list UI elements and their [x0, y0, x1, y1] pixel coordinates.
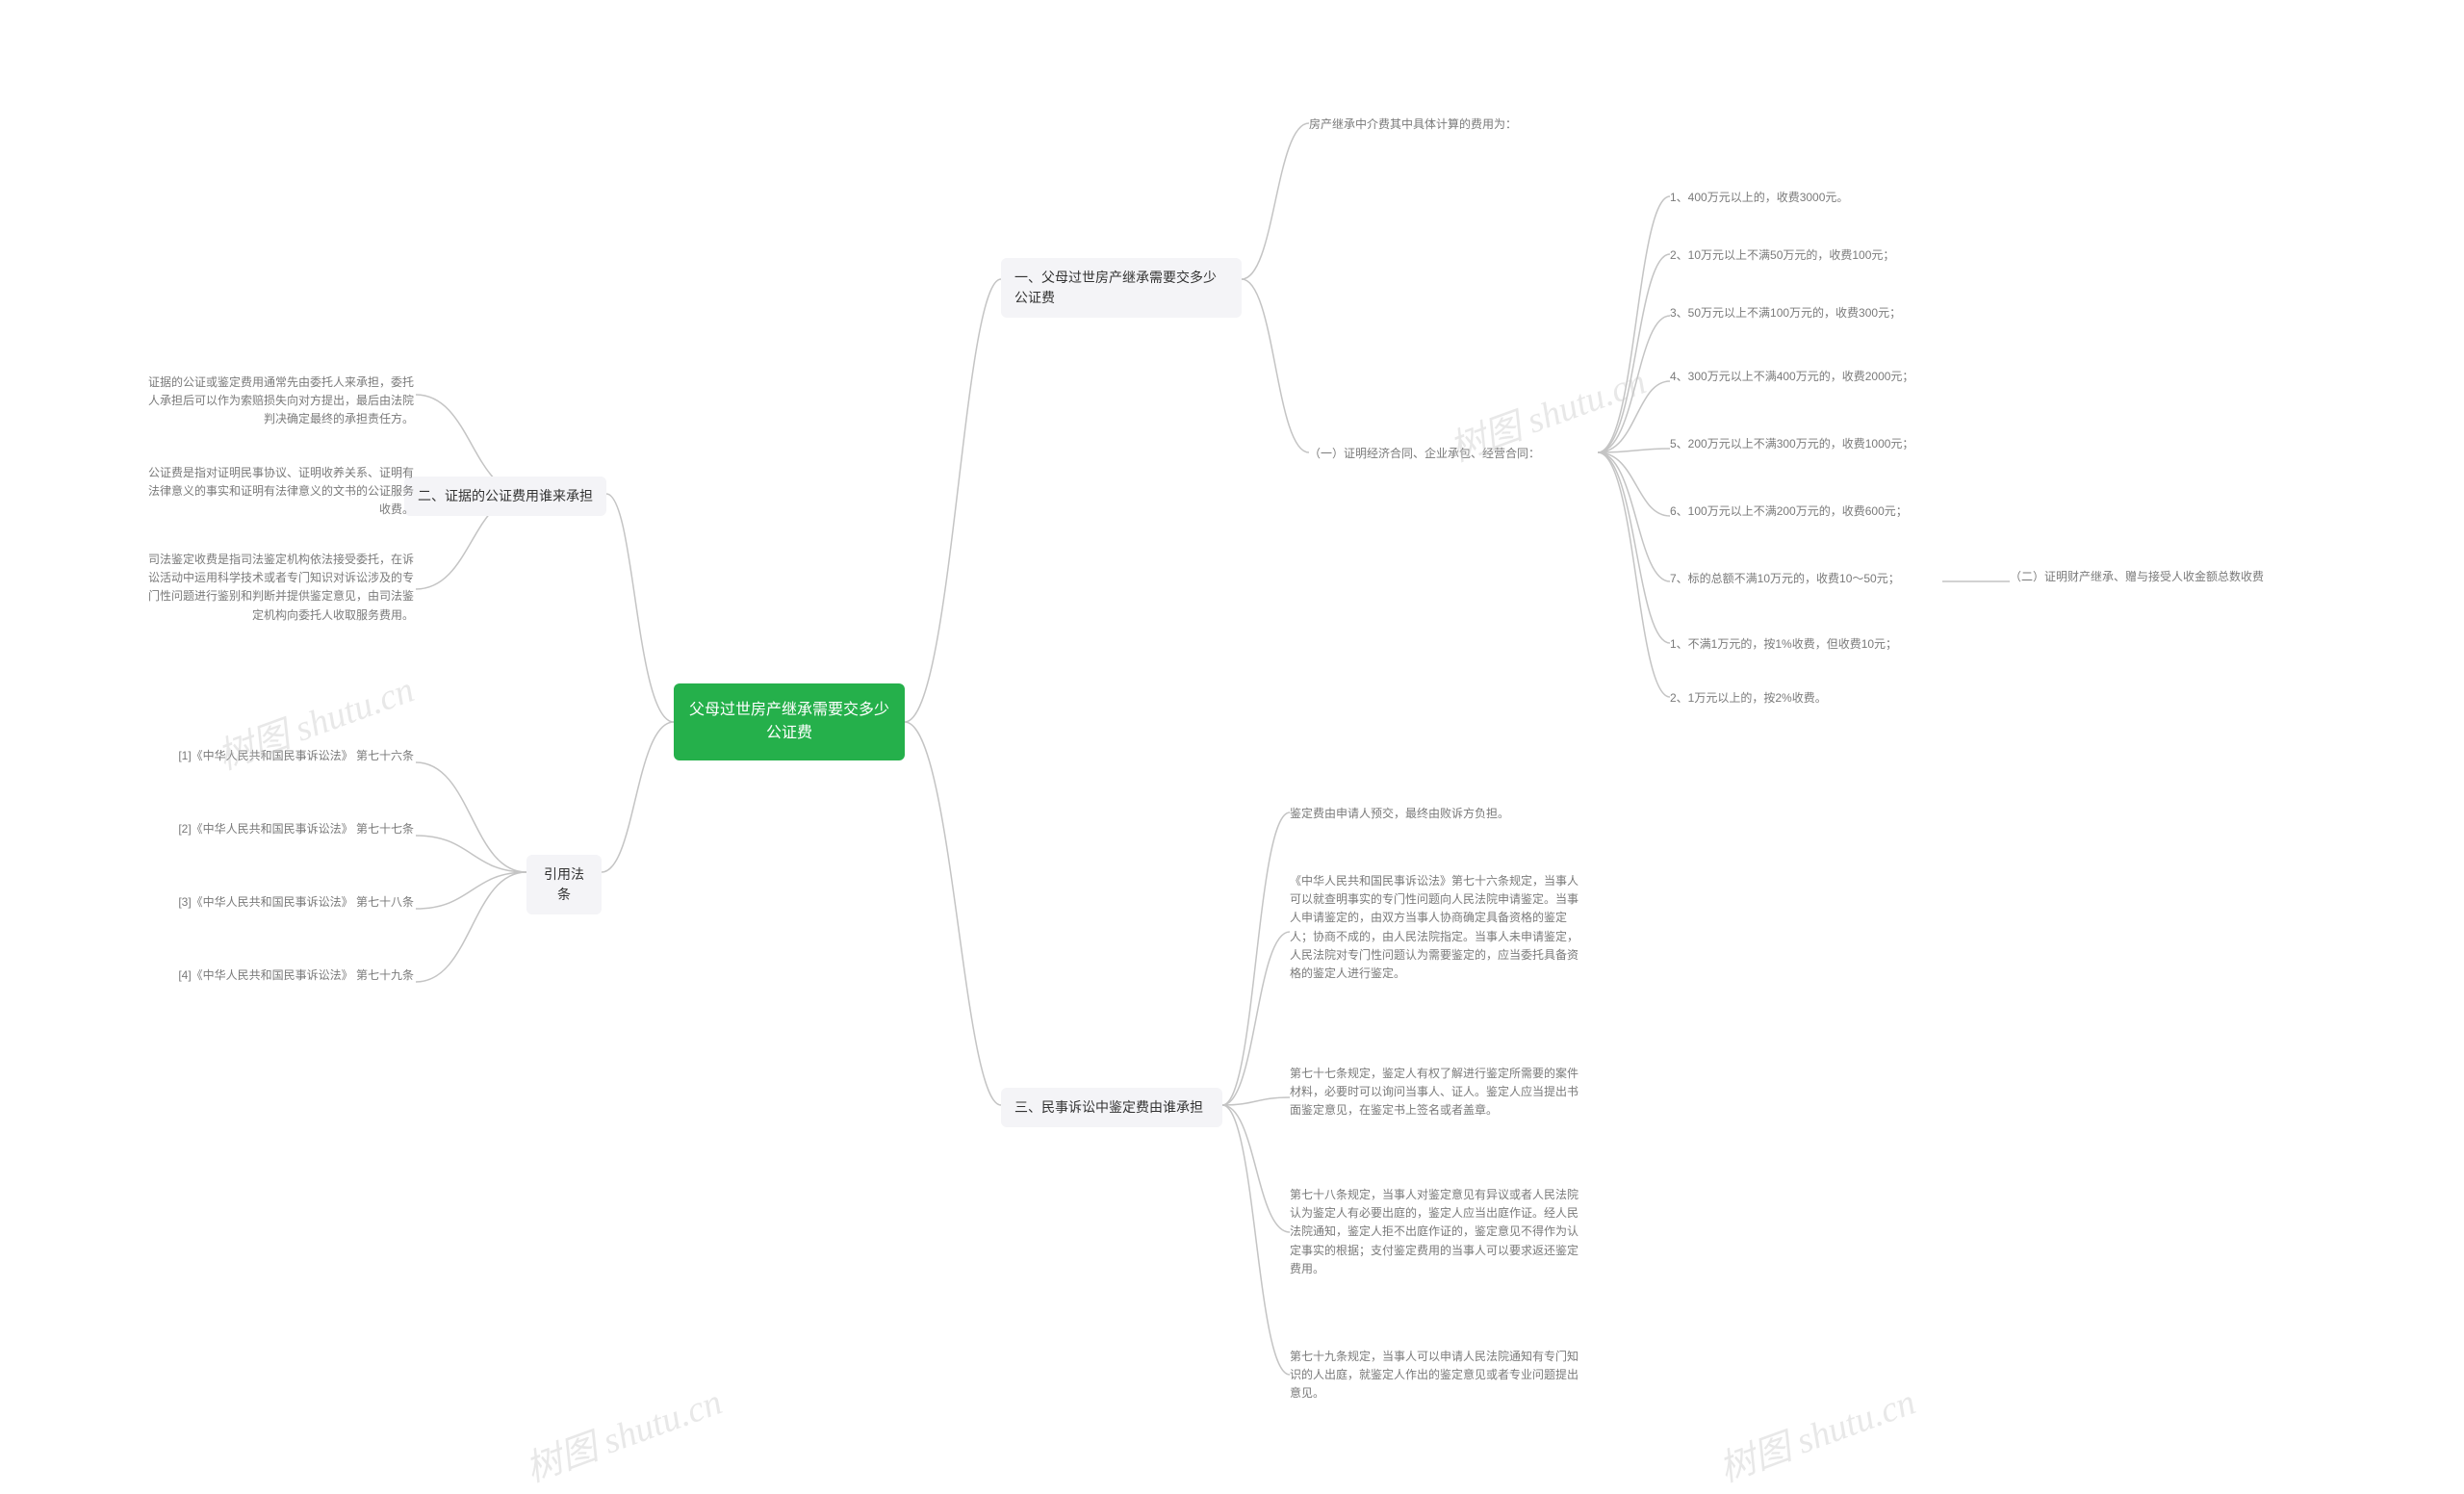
leaf-b4a: 鉴定费由申请人预交，最终由败诉方负担。: [1290, 805, 1578, 823]
leaf-b1c2: 2、10万元以上不满50万元的，收费100元；: [1670, 246, 1959, 265]
mindmap-container: 树图 shutu.cn 树图 shutu.cn 树图 shutu.cn 树图 s…: [0, 0, 2464, 1494]
leaf-b2a: 证据的公证或鉴定费用通常先由委托人来承担，委托人承担后可以作为索赔损失向对方提出…: [144, 374, 414, 429]
watermark: 树图 shutu.cn: [517, 1372, 728, 1492]
leaf-b4c: 第七十七条规定，鉴定人有权了解进行鉴定所需要的案件材料，必要时可以询问当事人、证…: [1290, 1065, 1578, 1120]
leaf-b1c1: 1、400万元以上的，收费3000元。: [1670, 189, 1959, 207]
leaf-b2c: 司法鉴定收费是指司法鉴定机构依法接受委托，在诉讼活动中运用科学技术或者专门知识对…: [144, 551, 414, 625]
branch-4: 三、民事诉讼中鉴定费由谁承担: [1001, 1088, 1222, 1127]
branch-1: 一、父母过世房产继承需要交多少公证费: [1001, 258, 1242, 318]
leaf-b1c5: 5、200万元以上不满300万元的，收费1000元；: [1670, 435, 1959, 453]
leaf-b1c4: 4、300万元以上不满400万元的，收费2000元；: [1670, 368, 1959, 386]
branch-3: 引用法条: [526, 855, 602, 914]
leaf-b1b: （一）证明经济合同、企业承包、经营合同：: [1309, 445, 1598, 463]
leaf-b1c7: 7、标的总额不满10万元的，收费10～50元；: [1670, 570, 1939, 588]
leaf-b1d: （二）证明财产继承、赠与接受人收金额总数收费: [2010, 568, 2298, 586]
leaf-b1c9: 2、1万元以上的，按2%收费。: [1670, 689, 1959, 708]
watermark: 树图 shutu.cn: [1710, 1372, 1921, 1492]
leaf-b4d: 第七十八条规定，当事人对鉴定意见有异议或者人民法院认为鉴定人有必要出庭的，鉴定人…: [1290, 1186, 1578, 1278]
leaf-b2b: 公证费是指对证明民事协议、证明收养关系、证明有法律意义的事实和证明有法律意义的文…: [144, 464, 414, 520]
branch-2: 二、证据的公证费用谁来承担: [404, 477, 606, 516]
leaf-b3a: [1]《中华人民共和国民事诉讼法》 第七十六条: [154, 747, 414, 765]
leaf-b1a: 房产继承中介费其中具体计算的费用为：: [1309, 116, 1598, 134]
center-node: 父母过世房产继承需要交多少公证费: [674, 683, 905, 760]
leaf-b1c8: 1、不满1万元的，按1%收费，但收费10元；: [1670, 635, 1959, 654]
leaf-b3c: [3]《中华人民共和国民事诉讼法》 第七十八条: [154, 893, 414, 912]
leaf-b4e: 第七十九条规定，当事人可以申请人民法院通知有专门知识的人出庭，就鉴定人作出的鉴定…: [1290, 1348, 1578, 1404]
leaf-b3d: [4]《中华人民共和国民事诉讼法》 第七十九条: [154, 966, 414, 985]
leaf-b1c6: 6、100万元以上不满200万元的，收费600元；: [1670, 502, 1959, 521]
leaf-b3b: [2]《中华人民共和国民事诉讼法》 第七十七条: [154, 820, 414, 838]
leaf-b1c3: 3、50万元以上不满100万元的，收费300元；: [1670, 304, 1959, 322]
leaf-b4b: 《中华人民共和国民事诉讼法》第七十六条规定，当事人可以就查明事实的专门性问题向人…: [1290, 872, 1578, 983]
